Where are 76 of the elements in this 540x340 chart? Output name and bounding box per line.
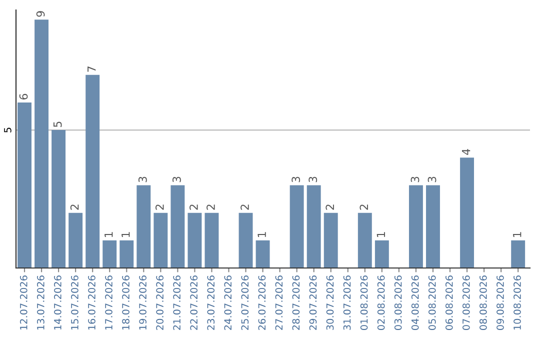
- x-tick-label: 21.07.2026: [173, 276, 181, 330]
- bar: [68, 212, 83, 268]
- x-tick-label: 23.07.2026: [207, 276, 215, 330]
- bar: [86, 74, 100, 268]
- data-label: 9: [36, 11, 45, 17]
- data-label: 1: [376, 232, 385, 237]
- bar: [426, 185, 440, 268]
- bar: [256, 240, 270, 268]
- data-label: 1: [122, 232, 130, 237]
- x-tick-label: 01.08.2026: [360, 276, 368, 330]
- x-tick-label: 02.08.2026: [377, 276, 385, 330]
- x-tick-label: 06.08.2026: [445, 276, 453, 330]
- x-tick-label: 30.07.2026: [326, 276, 334, 330]
- x-tick-label: 28.07.2026: [292, 276, 300, 330]
- data-label: 3: [428, 176, 436, 182]
- bar: [170, 185, 185, 268]
- data-label: 2: [206, 204, 215, 210]
- bar: [238, 212, 253, 268]
- data-label: 3: [172, 176, 181, 182]
- bar: [408, 185, 423, 268]
- bar: [102, 240, 117, 268]
- data-label: 7: [88, 66, 96, 72]
- x-tick-label: 29.07.2026: [309, 276, 317, 330]
- x-tick-label: 16.07.2026: [88, 276, 96, 330]
- data-label: 5: [54, 122, 62, 127]
- data-label: 2: [240, 204, 249, 210]
- bar: [120, 240, 134, 268]
- data-label: 1: [258, 232, 266, 237]
- bar: [52, 130, 66, 268]
- data-label: 2: [155, 204, 164, 210]
- x-tick-label: 22.07.2026: [190, 276, 198, 330]
- x-tick-label: 05.08.2026: [428, 276, 436, 330]
- bar: [34, 20, 49, 268]
- data-label: 3: [138, 176, 147, 182]
- x-tick-label: 04.08.2026: [411, 276, 419, 330]
- bar: [188, 212, 202, 268]
- bar: [511, 240, 526, 268]
- x-tick-label: 08.08.2026: [480, 276, 487, 330]
- x-tick-label: 19.07.2026: [139, 276, 146, 330]
- x-tick-label: 24.07.2026: [224, 276, 232, 330]
- bar: [324, 212, 338, 268]
- bar: [136, 185, 151, 268]
- bar: [374, 240, 389, 268]
- x-tick-label: 10.08.2026: [514, 276, 521, 330]
- x-tick-label: 07.08.2026: [462, 276, 470, 330]
- bar: [358, 212, 372, 268]
- x-tick-label: 13.07.2026: [36, 276, 44, 330]
- data-label: 2: [326, 204, 334, 210]
- x-tick-label: 03.08.2026: [394, 276, 402, 330]
- data-label: 3: [308, 176, 318, 182]
- x-tick-label: 09.08.2026: [496, 276, 504, 330]
- x-tick-label: 17.07.2026: [105, 276, 112, 330]
- bar: [306, 185, 321, 268]
- x-tick-label: 14.07.2026: [54, 276, 62, 330]
- bar: [154, 212, 168, 268]
- x-tick-label: 12.07.2026: [20, 276, 28, 330]
- x-tick-label: 15.07.2026: [71, 276, 78, 330]
- data-label: 2: [190, 204, 198, 210]
- data-label: 2: [70, 204, 79, 210]
- x-tick-label: 20.07.2026: [156, 276, 164, 330]
- bar: [18, 102, 32, 268]
- data-label: 6: [19, 94, 28, 100]
- data-label: 3: [292, 176, 300, 182]
- bar: [290, 185, 304, 268]
- x-tick-label: 31.07.2026: [343, 276, 351, 330]
- x-tick-label: 26.07.2026: [258, 276, 266, 330]
- data-label: 1: [513, 232, 522, 237]
- data-label: 4: [462, 148, 470, 155]
- data-label: 3: [410, 176, 420, 182]
- bar: [460, 158, 474, 268]
- x-tick-label: 25.07.2026: [241, 276, 249, 330]
- x-tick-label: 27.07.2026: [275, 276, 283, 330]
- data-label: 1: [104, 232, 113, 237]
- bar: [204, 212, 219, 268]
- data-label: 2: [360, 204, 368, 210]
- x-tick-label: 18.07.2026: [122, 276, 130, 330]
